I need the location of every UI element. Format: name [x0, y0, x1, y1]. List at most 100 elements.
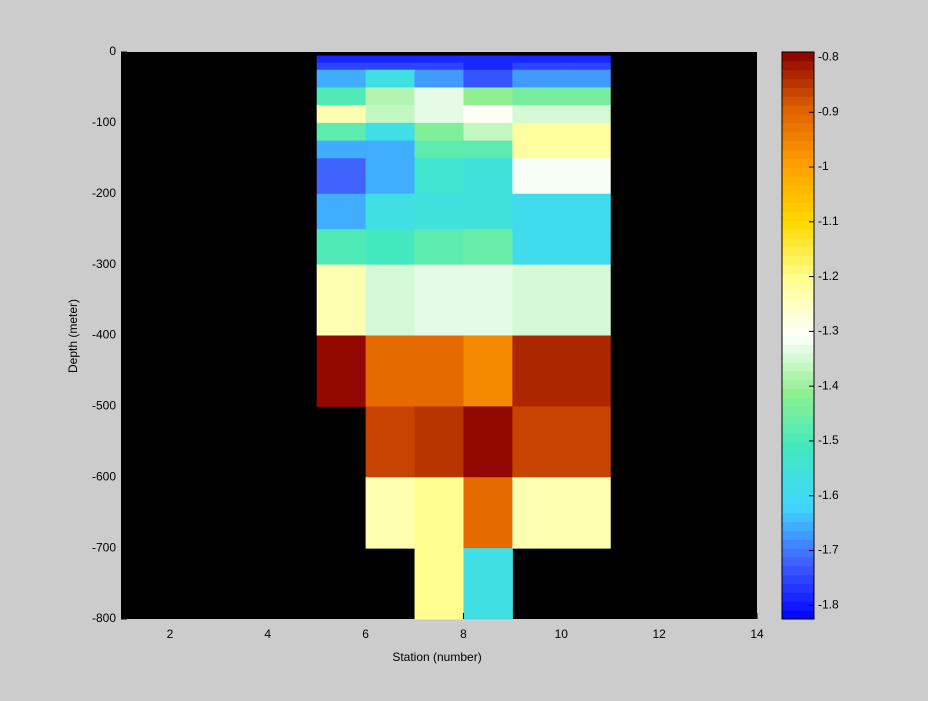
colorbar-band: [782, 52, 814, 62]
heatmap-cell: [561, 55, 611, 64]
colorbar-band: [782, 494, 814, 505]
colorbar-band: [782, 539, 814, 549]
heatmap-cell: [463, 548, 513, 620]
colorbar-tick-label: -1.5: [818, 433, 839, 447]
colorbar-band: [782, 158, 814, 168]
heatmap-cell: [316, 62, 367, 71]
heatmap-cell: [463, 122, 513, 142]
heatmap-cell: [561, 69, 611, 88]
heatmap-cell: [365, 264, 416, 336]
heatmap-cell: [365, 229, 416, 266]
heatmap-cell: [316, 55, 367, 64]
colorbar-band: [782, 353, 814, 363]
heatmap-cell: [414, 158, 464, 195]
colorbar-band: [782, 441, 814, 452]
colorbar-frame: [781, 51, 815, 620]
colorbar-band: [782, 78, 814, 88]
heatmap-cell: [512, 335, 562, 407]
colorbar-band: [782, 193, 814, 204]
heatmap-cell: [463, 105, 513, 124]
heatmap-cell: [414, 62, 464, 71]
heatmap-cell: [414, 477, 464, 549]
colorbar-band: [782, 503, 814, 514]
heatmap-cell: [512, 264, 562, 336]
colorbar-band: [782, 335, 814, 345]
y-tick-label: -800: [92, 611, 116, 625]
heatmap-cell: [463, 264, 513, 336]
heatmap-cell: [463, 55, 513, 64]
heatmap-cell: [414, 87, 464, 106]
colorbar-band: [782, 424, 814, 434]
colorbar-band: [782, 184, 814, 195]
heatmap-cell: [365, 62, 416, 71]
heatmap-cell: [512, 477, 562, 549]
colorbar-band: [782, 388, 814, 399]
colorbar-band: [782, 397, 814, 407]
colorbar-band: [782, 415, 814, 425]
heatmap-cell: [365, 69, 416, 88]
colorbar-band: [782, 459, 814, 469]
x-tick-label: 10: [555, 627, 569, 641]
y-tick-label: -200: [92, 186, 116, 200]
colorbar-band: [782, 432, 814, 443]
x-tick-label: 8: [460, 627, 467, 641]
y-tick-label: -400: [92, 328, 116, 342]
heatmap-cell: [316, 335, 367, 407]
heatmap-cell: [463, 62, 513, 71]
colorbar-band: [782, 370, 814, 381]
heatmap-cell: [414, 69, 464, 88]
colorbar-tick-label: -1.2: [818, 269, 839, 283]
heatmap-cell: [512, 105, 562, 124]
y-tick-label: -500: [92, 399, 116, 413]
colorbar-band: [782, 601, 814, 611]
x-axis-label: Station (number): [392, 650, 481, 664]
colorbar-band: [782, 282, 814, 292]
colorbar-band: [782, 202, 814, 212]
heatmap-cell: [561, 335, 611, 407]
heatmap-cell: [316, 105, 367, 124]
colorbar-band: [782, 530, 814, 540]
heatmap-cell: [561, 122, 611, 142]
heatmap-cell: [512, 158, 562, 195]
colorbar-band: [782, 610, 814, 620]
heatmap-cell: [512, 87, 562, 106]
colorbar-band: [782, 344, 814, 354]
heatmap-cell: [463, 140, 513, 159]
heatmap-cell: [365, 140, 416, 159]
heatmap-cell: [512, 140, 562, 159]
colorbar-band: [782, 592, 814, 602]
y-tick-label: -300: [92, 257, 116, 271]
heatmap-cell: [414, 406, 464, 478]
heatmap-cell: [414, 548, 464, 620]
colorbar-band: [782, 583, 814, 593]
heatmap-cell: [414, 55, 464, 64]
heatmap-cell: [463, 158, 513, 195]
colorbar-band: [782, 131, 814, 142]
heatmap-cell: [561, 105, 611, 124]
heatmap-cell: [512, 62, 562, 71]
heatmap-cell: [316, 193, 367, 230]
heatmap-cell: [316, 69, 367, 88]
colorbar-band: [782, 468, 814, 478]
heatmap-cell: [561, 193, 611, 230]
colorbar-band: [782, 556, 814, 567]
colorbar-tick-label: -1.4: [818, 378, 839, 392]
colorbar-band: [782, 521, 814, 531]
heatmap-cell: [512, 55, 562, 64]
colorbar-band: [782, 273, 814, 283]
heatmap-cell: [463, 335, 513, 407]
colorbar-band: [782, 140, 814, 150]
colorbar-band: [782, 149, 814, 159]
heatmap-cell: [463, 406, 513, 478]
heatmap-cell: [463, 193, 513, 230]
colorbar-band: [782, 211, 814, 221]
y-axis-label: Depth (meter): [66, 299, 80, 373]
heatmap-cell: [414, 122, 464, 142]
colorbar-band: [782, 486, 814, 496]
heatmap-cell: [365, 122, 416, 142]
colorbar-tick-label: -1: [818, 159, 829, 173]
colorbar-band: [782, 317, 814, 328]
heatmap-cell: [365, 193, 416, 230]
colorbar-band: [782, 264, 814, 274]
